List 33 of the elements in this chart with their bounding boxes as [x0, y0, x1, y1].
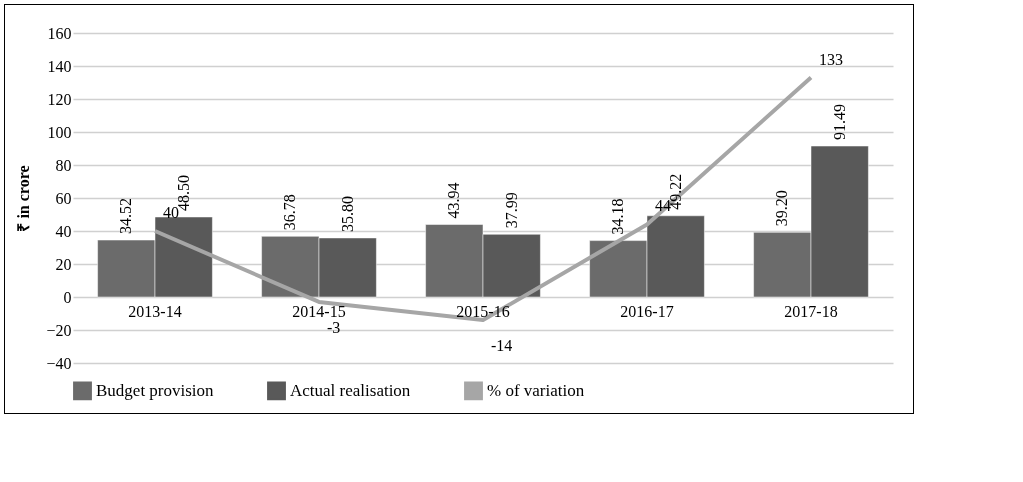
y-tick-label: −20 — [46, 321, 72, 339]
legend-label: Budget provision — [96, 380, 215, 400]
y-tick-label: 80 — [55, 156, 72, 174]
legend-label: Actual realisation — [290, 380, 411, 400]
y-axis-title: ₹ in crore — [15, 165, 33, 232]
data-label: 39.20 — [773, 190, 791, 227]
data-label: 34.52 — [117, 198, 135, 235]
y-tick-label: 120 — [47, 90, 72, 108]
y-tick-label: −40 — [46, 354, 72, 372]
data-label: 133 — [819, 50, 843, 68]
x-tick-label: 2015-16 — [456, 302, 510, 320]
x-tick-label: 2016-17 — [620, 302, 674, 320]
data-label: 36.78 — [281, 194, 299, 231]
x-tick-label: 2013-14 — [128, 302, 182, 320]
data-label: 40 — [163, 204, 179, 221]
data-label: 37.99 — [502, 192, 520, 229]
y-tick-label: 60 — [55, 189, 72, 207]
y-tick-label: 160 — [47, 24, 72, 42]
y-tick-label: 140 — [47, 57, 72, 75]
data-label: 35.80 — [338, 195, 356, 232]
x-tick-label: 2017-18 — [784, 302, 838, 320]
y-tick-label: 20 — [55, 255, 72, 273]
y-tick-label: 100 — [47, 123, 72, 141]
y-tick-label: 0 — [63, 288, 72, 306]
data-label: 44 — [655, 197, 671, 215]
x-tick-label: 2014-15 — [292, 302, 346, 320]
data-label: 34.18 — [609, 198, 627, 235]
legend-label: % of variation — [487, 380, 585, 400]
data-label: 91.49 — [830, 104, 848, 141]
data-label: -14 — [491, 337, 513, 355]
data-label: 43.94 — [445, 182, 463, 219]
data-label: -3 — [327, 318, 341, 336]
y-tick-label: 40 — [55, 222, 72, 240]
